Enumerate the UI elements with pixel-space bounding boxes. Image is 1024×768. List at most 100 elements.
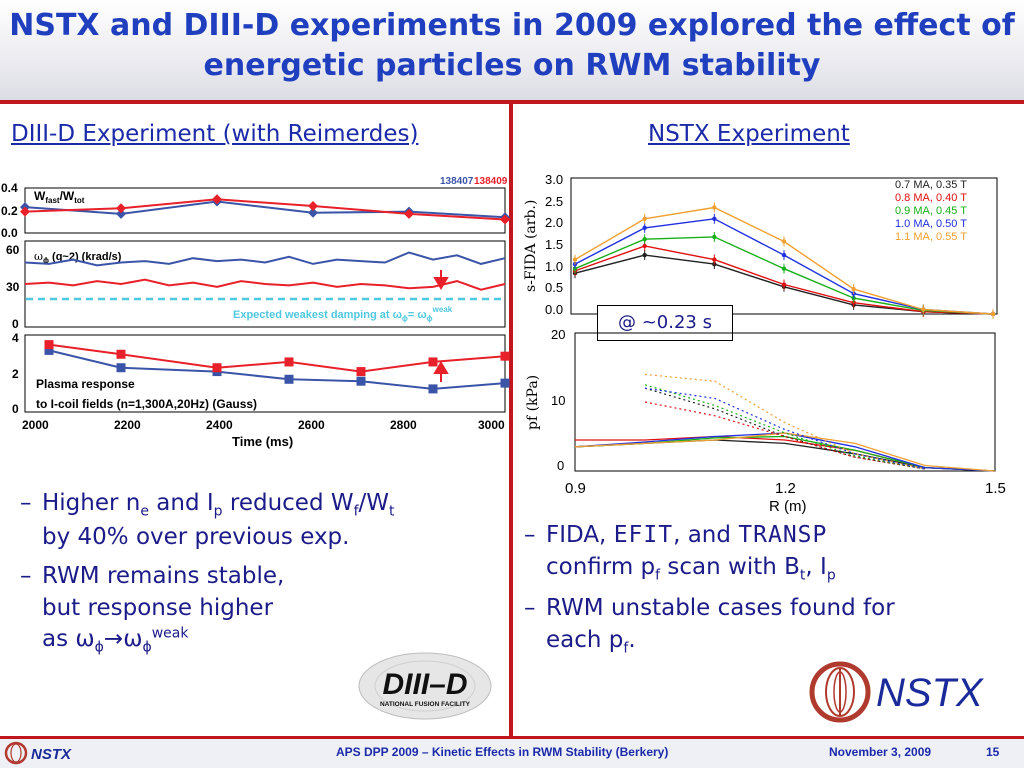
data-point [781,239,787,244]
p3-ytick-top: 4 [12,331,19,345]
diiid-series [20,194,510,394]
nstx-logo-text: NSTX [876,671,984,715]
ann-sub2: ϕ [427,314,433,323]
time-callout: @ ~0.23 s [597,305,733,341]
pf-dotted-0.8 MA, 0.40 T [644,401,926,470]
slide-title-line2: energetic particles on RWM stability [203,48,821,83]
data-point [642,243,647,249]
data-point [712,257,717,262]
b1-c: reduced W [222,490,354,516]
p2-ytick-bot: 0 [12,317,19,331]
data-point [712,216,717,221]
pf-ytick: 0 [557,458,564,473]
right-bullets: – FIDA, EFIT, and TRANSP confirm pf scan… [524,520,1014,667]
p1-label: Wfast/Wtot [34,189,85,205]
pf-ytick: 20 [551,327,565,342]
diiid-xtick: 2200 [114,418,141,432]
legend-entry: 0.9 MA, 0.45 T [895,205,967,217]
diiid-xtick: 2000 [22,418,49,432]
p2-label: ωϕ (q~2) (krad/s) [34,250,122,265]
ann-sup: weak [432,305,453,314]
ann-w: ω [393,309,402,321]
p3-label-line2: to I-coil fields (n=1,300A,20Hz) (Gauss) [36,397,257,411]
data-point [20,206,30,217]
fida-ytick: 1.0 [545,259,563,274]
diiid-logo: DIII–D NATIONAL FUSION FACILITY [356,650,494,722]
legend-entry: 1.1 MA, 0.55 T [895,231,967,243]
ann-text: Expected weakest damping at [233,309,393,321]
data-point [921,307,926,312]
pf-yticks: 20 10 0 [551,327,565,473]
pf-xtick: 1.5 [985,480,1006,497]
footer-divider [0,736,1024,739]
data-point [44,340,54,350]
fida-ylabel: s-FIDA (arb.) [523,200,539,292]
b1-a: Higher n [42,490,141,516]
fida-ytick: 1.5 [545,237,563,252]
p3-label-line1: Plasma response [36,377,135,391]
data-point [44,345,54,355]
pf-frame [574,332,996,472]
panel-1-frame [24,187,506,234]
footer-logo-text: NSTX [31,746,72,763]
b2-l3b: ω [123,626,143,653]
data-point [212,363,222,373]
b2-arrow: → [103,626,124,653]
title-band [0,0,1024,100]
diiid-xtick: 2400 [206,418,233,432]
footer-logo: NSTX [4,741,84,765]
fida-chart: s-FIDA (arb.) 3.0 2.5 2.0 1.5 1.0 0.5 0.… [523,172,998,319]
slide-title-line1: NSTX and DIII-D experiments in 2009 expl… [9,8,1015,43]
fida-ytick: 2.0 [545,215,563,230]
b1-d: /W [358,490,390,516]
left-bullet-1: – Higher ne and Ip reduced Wf/Wt by 40% … [20,488,500,553]
pf-xtick: 1.2 [775,480,796,497]
data-point [712,205,717,210]
diiid-logo-sub: NATIONAL FUSION FACILITY [380,701,471,708]
data-point [781,266,787,271]
data-point [308,207,318,218]
bullet-dash: – [20,490,32,516]
fida-frame [570,177,998,315]
pf-dotted-0.9 MA, 0.45 T [644,384,926,470]
data-point [116,349,126,359]
fida-legend: 0.7 MA, 0.35 T 0.8 MA, 0.40 T 0.9 MA, 0.… [895,179,967,243]
fida-series [572,202,996,319]
b1-b: and I [148,490,214,516]
right-bullet-2: – RWM unstable cases found for each pf. [524,593,1014,658]
fida-yticks: 3.0 2.5 2.0 1.5 1.0 0.5 0.0 [545,172,563,317]
data-point [428,357,438,367]
down-arrow [433,270,449,290]
data-point [500,351,510,361]
b1-a-sub: e [140,503,149,520]
diiid-xticks: 2000 2200 2400 2600 2800 3000 [22,418,505,432]
data-point [116,208,126,219]
rb1-sub1: f [655,567,661,584]
data-point [116,203,126,214]
data-point [642,216,647,221]
rb2-line1: RWM unstable cases found for [546,595,895,622]
rb1-l2a: confirm p [546,553,656,580]
left-bullets: – Higher ne and Ip reduced Wf/Wt by 40% … [20,488,500,666]
b2-line2: but response higher [42,594,274,621]
p1-label-w: W [34,189,46,203]
right-bullet-1: – FIDA, EFIT, and TRANSP confirm pf scan… [524,520,1014,585]
pf-dotted-1.1 MA, 0.55 T [644,373,926,470]
fida-ytick: 3.0 [545,172,563,187]
diiid-xtick: 3000 [478,418,505,432]
diiid-chart: 138407 138409 0.4 0.2 0.0 60 30 0 4 2 0 … [1,176,510,449]
data-point [642,225,647,231]
data-point [781,282,787,287]
data-point [356,376,366,386]
data-point [572,257,578,262]
b2-line1: RWM remains stable, [42,563,285,590]
b2-sub2: ϕ [142,639,152,656]
nstx-logo-graphic: NSTX [809,661,984,723]
data-point [284,357,294,367]
footer-logo-graphic: NSTX [4,741,72,765]
b2-sub1: ϕ [94,639,104,656]
rb1-l2b: scan with B [660,553,800,580]
pf-line-1.0 MA, 0.50 T [574,432,996,472]
p1-label-sub2: tot [74,196,85,205]
left-heading: DIII-D Experiment (with Reimerdes) [11,121,419,147]
